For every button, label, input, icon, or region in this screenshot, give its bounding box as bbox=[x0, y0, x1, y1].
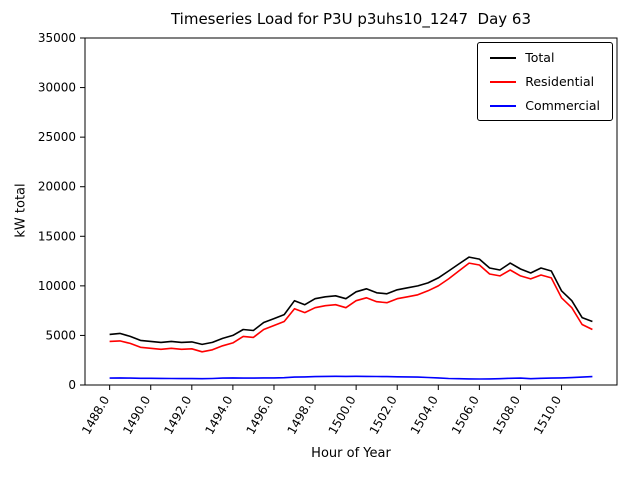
legend-item-total: Total bbox=[486, 49, 604, 66]
x-tick-label: 1506.0 bbox=[449, 394, 482, 437]
y-tick-label: 35000 bbox=[38, 31, 76, 45]
series-line-total bbox=[109, 256, 593, 346]
x-tick-label: 1498.0 bbox=[285, 394, 318, 437]
chart-title: Timeseries Load for P3U p3uhs10_1247 Day… bbox=[170, 10, 532, 28]
y-tick-label: 10000 bbox=[38, 279, 76, 293]
x-tick-label: 1504.0 bbox=[408, 394, 441, 437]
y-axis-label: kW total bbox=[13, 183, 29, 238]
x-tick-label: 1508.0 bbox=[490, 394, 523, 437]
series-line-commercial bbox=[109, 375, 593, 380]
x-tick-label: 1488.0 bbox=[79, 394, 112, 437]
legend-line-swatch bbox=[490, 80, 517, 83]
legend-label: Residential bbox=[525, 74, 595, 89]
x-tick-label: 1502.0 bbox=[367, 394, 400, 437]
legend-item-commercial: Commercial bbox=[486, 97, 604, 114]
series-line-residential bbox=[109, 262, 593, 353]
x-tick-label: 1492.0 bbox=[161, 394, 194, 437]
y-tick-label: 25000 bbox=[38, 130, 76, 144]
legend: Total Residential Commercial bbox=[477, 42, 613, 121]
legend-label: Commercial bbox=[525, 98, 600, 113]
y-tick-label: 15000 bbox=[38, 229, 76, 243]
axes-frame bbox=[84, 37, 618, 386]
x-tick-label: 1494.0 bbox=[202, 394, 235, 437]
legend-item-residential: Residential bbox=[486, 73, 604, 90]
legend-line-swatch bbox=[490, 56, 517, 59]
legend-line-swatch bbox=[490, 104, 517, 107]
x-tick-label: 1496.0 bbox=[243, 394, 276, 437]
y-tick-label: 0 bbox=[68, 378, 76, 392]
x-tick-label: 1510.0 bbox=[531, 394, 564, 437]
y-tick-label: 5000 bbox=[45, 328, 76, 342]
x-axis-label: Hour of Year bbox=[311, 446, 391, 461]
legend-label: Total bbox=[525, 50, 555, 65]
y-tick-label: 20000 bbox=[38, 180, 76, 194]
x-tick-label: 1490.0 bbox=[120, 394, 153, 437]
y-tick-label: 30000 bbox=[38, 81, 76, 95]
x-tick-label: 1500.0 bbox=[326, 394, 359, 437]
